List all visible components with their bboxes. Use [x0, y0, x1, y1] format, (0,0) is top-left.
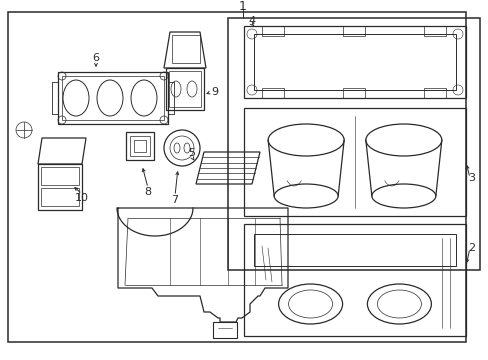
Bar: [253, 234, 455, 266]
Bar: [134, 140, 146, 152]
Text: 4: 4: [248, 16, 255, 26]
Text: 3: 3: [468, 173, 474, 183]
Bar: [130, 136, 150, 156]
Text: 10: 10: [75, 193, 89, 203]
Text: 5: 5: [188, 148, 195, 158]
Bar: [213, 322, 237, 338]
Text: 6: 6: [92, 53, 99, 63]
Bar: [227, 18, 479, 270]
Bar: [169, 71, 201, 107]
Bar: [244, 26, 465, 98]
Bar: [262, 88, 284, 98]
Bar: [342, 26, 364, 36]
Text: 1: 1: [239, 0, 246, 13]
Bar: [165, 68, 203, 110]
Bar: [41, 167, 79, 185]
Bar: [244, 224, 465, 336]
Bar: [126, 132, 154, 160]
Bar: [262, 26, 284, 36]
Bar: [172, 35, 200, 63]
Bar: [38, 164, 82, 210]
Bar: [244, 108, 465, 216]
Bar: [423, 26, 445, 36]
Text: 8: 8: [144, 187, 151, 197]
Bar: [342, 88, 364, 98]
Text: 9: 9: [211, 87, 218, 97]
Text: 7: 7: [171, 195, 178, 205]
Bar: [253, 34, 455, 90]
Bar: [62, 76, 163, 120]
Bar: [423, 88, 445, 98]
Text: 2: 2: [468, 243, 475, 253]
Bar: [58, 72, 168, 124]
Bar: [41, 188, 79, 206]
